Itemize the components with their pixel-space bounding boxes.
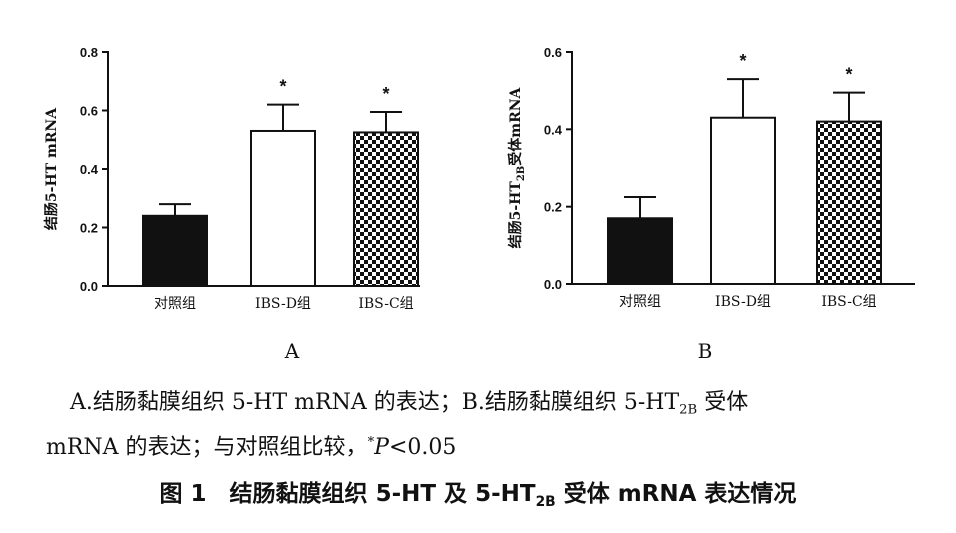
bar <box>142 214 208 287</box>
x-category-label: 对照组 <box>619 294 661 310</box>
figure-title-subscript: 2B <box>535 493 556 510</box>
significance-star: * <box>739 51 746 71</box>
y-tick-label: 0.2 <box>544 200 562 215</box>
caption-line-1-tail: 受体 <box>697 390 749 415</box>
chart-panel-b: 0.0 0.2 0.4 0.6 结肠5-HT2B受体mRNA 对照组 * IBS-D组 * IBS… <box>507 45 915 363</box>
caption-line-1-subscript: 2B <box>679 402 698 418</box>
y-axis-label-main: 结肠5-HT <box>507 181 524 249</box>
y-tick-label: 0.0 <box>544 277 562 292</box>
bar <box>250 129 316 287</box>
significance-star: * <box>845 65 852 85</box>
bar <box>607 217 673 285</box>
y-axis-label: 结肠5-HT2B受体mRNA <box>507 86 527 248</box>
x-category-label: 对照组 <box>154 296 196 312</box>
bar <box>816 120 882 285</box>
panel-letter: B <box>698 339 713 363</box>
bar <box>710 116 776 285</box>
y-tick-label: 0.6 <box>544 45 562 60</box>
caption-p-symbol: P <box>374 435 389 460</box>
y-tick-label: 0.4 <box>80 162 99 177</box>
caption-p-threshold: <0.05 <box>388 435 457 460</box>
panel-letter: A <box>284 339 300 363</box>
y-tick-label: 0.0 <box>80 279 98 294</box>
y-tick-label: 0.6 <box>80 104 98 119</box>
bar <box>353 131 419 287</box>
figure-title: 图 1 结肠黏膜组织 5-HT 及 5-HT2B 受体 mRNA 表达情况 <box>0 474 956 510</box>
y-axis-label-tail: 受体mRNA <box>507 86 524 165</box>
chart-panel-a: 0.0 0.2 0.4 0.6 0.8 结肠5-HT mRNA 对照组 * IBS-D组 * IBS… <box>43 45 420 363</box>
significance-star: * <box>279 77 286 97</box>
y-tick-label: 0.8 <box>80 45 98 60</box>
y-tick-label: 0.4 <box>544 122 563 137</box>
y-axis-label-subscript: 2B <box>516 166 527 181</box>
x-category-label: IBS-D组 <box>715 294 771 310</box>
x-category-label: IBS-C组 <box>821 294 876 310</box>
caption-significance-mark: * <box>367 435 375 451</box>
y-axis-label: 结肠5-HT mRNA <box>43 107 60 230</box>
caption-line-2: mRNA 的表达；与对照组比较，*P<0.05 <box>46 429 956 461</box>
figure-title-tail: 受体 mRNA 表达情况 <box>555 481 797 507</box>
x-category-label: IBS-D组 <box>255 296 311 312</box>
y-tick-label: 0.2 <box>80 221 98 236</box>
figure-title-text: 图 1 结肠黏膜组织 5-HT 及 5-HT <box>159 481 536 507</box>
caption-line-1: A.结肠黏膜组织 5-HT mRNA 的表达；B.结肠黏膜组织 5-HT2B 受… <box>70 384 956 418</box>
x-category-label: IBS-C组 <box>358 296 413 312</box>
significance-star: * <box>382 84 389 104</box>
caption-line-1-text: A.结肠黏膜组织 5-HT mRNA 的表达；B.结肠黏膜组织 5-HT <box>70 390 680 415</box>
caption-line-2-text: mRNA 的表达；与对照组比较， <box>46 435 368 460</box>
